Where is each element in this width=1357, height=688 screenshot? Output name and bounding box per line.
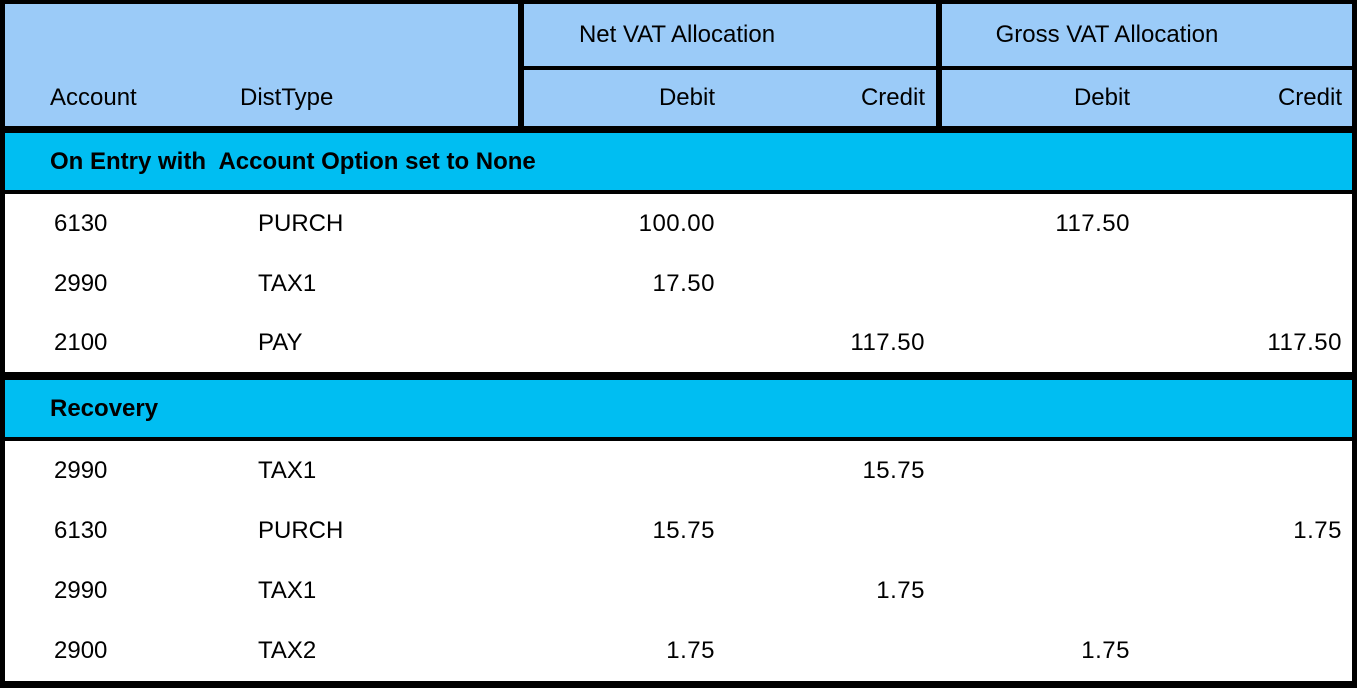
table-row: 2990 TAX1 1.75	[5, 561, 1352, 621]
account-cell: 6130	[54, 517, 108, 544]
disttype-cell: TAX1	[258, 457, 317, 484]
gross-debit-cell: 1.75	[1081, 637, 1130, 664]
account-column-header: Account	[50, 84, 137, 111]
gross-vat-allocation-group: Gross VAT Allocation Debit Credit	[942, 4, 1352, 126]
account-cell: 2990	[54, 577, 108, 604]
divider	[5, 190, 1352, 194]
table-row: 6130 PURCH 100.00 117.50	[5, 194, 1352, 254]
account-cell: 6130	[54, 210, 108, 237]
disttype-cell: PURCH	[258, 210, 344, 237]
account-cell: 2900	[54, 637, 108, 664]
section-header-recovery: Recovery	[5, 380, 1352, 437]
horizontal-divider	[942, 66, 1352, 70]
account-cell: 2100	[54, 329, 108, 356]
net-credit-cell: 1.75	[876, 577, 925, 604]
gross-subheaders: Debit Credit	[942, 70, 1352, 126]
section-rows-on-entry: 6130 PURCH 100.00 117.50 2990 TAX1 17.50…	[5, 194, 1352, 372]
disttype-column-header: DistType	[240, 84, 334, 111]
disttype-cell: TAX2	[258, 637, 317, 664]
table-row: 6130 PURCH 15.75 1.75	[5, 501, 1352, 561]
net-debit-cell: 17.50	[652, 270, 715, 297]
account-cell: 2990	[54, 457, 108, 484]
table-row: 2990 TAX1 17.50	[5, 254, 1352, 314]
disttype-cell: PURCH	[258, 517, 344, 544]
header-left-labels: Account DistType	[5, 70, 518, 126]
net-subheaders: Debit Credit	[524, 70, 936, 126]
table-row: 2900 TAX2 1.75 1.75	[5, 621, 1352, 681]
vertical-divider	[518, 4, 524, 126]
gross-debit-column-header: Debit	[1073, 84, 1130, 111]
net-credit-cell: 117.50	[850, 329, 925, 356]
divider	[5, 437, 1352, 441]
net-debit-cell: 15.75	[652, 517, 715, 544]
disttype-cell: TAX1	[258, 270, 317, 297]
net-credit-column-header: Credit	[860, 84, 925, 111]
section-rows-recovery: 2990 TAX1 15.75 6130 PURCH 15.75 1.75 29…	[5, 441, 1352, 681]
gross-credit-column-header: Credit	[1277, 84, 1342, 111]
net-vat-allocation-header: Net VAT Allocation	[524, 4, 936, 66]
net-credit-cell: 15.75	[862, 457, 925, 484]
net-debit-cell: 100.00	[638, 210, 715, 237]
header-left-block: Account DistType	[5, 4, 518, 126]
gross-debit-cell: 117.50	[1055, 210, 1130, 237]
vertical-divider	[936, 4, 942, 126]
net-debit-column-header: Debit	[658, 84, 715, 111]
gross-credit-cell: 1.75	[1293, 517, 1342, 544]
horizontal-divider	[524, 66, 936, 70]
section-header-on-entry: On Entry with Account Option set to None	[5, 133, 1352, 190]
net-debit-cell: 1.75	[666, 637, 715, 664]
table-row: 2100 PAY 117.50 117.50	[5, 314, 1352, 372]
account-cell: 2990	[54, 270, 108, 297]
thick-divider	[5, 126, 1352, 133]
gross-vat-allocation-header: Gross VAT Allocation	[942, 4, 1352, 66]
table-row: 2990 TAX1 15.75	[5, 441, 1352, 501]
table-header: Account DistType Net VAT Allocation Debi…	[5, 4, 1352, 126]
gross-credit-cell: 117.50	[1267, 329, 1342, 356]
net-vat-allocation-group: Net VAT Allocation Debit Credit	[524, 4, 936, 126]
disttype-cell: TAX1	[258, 577, 317, 604]
thick-divider	[5, 372, 1352, 380]
disttype-cell: PAY	[258, 329, 303, 356]
